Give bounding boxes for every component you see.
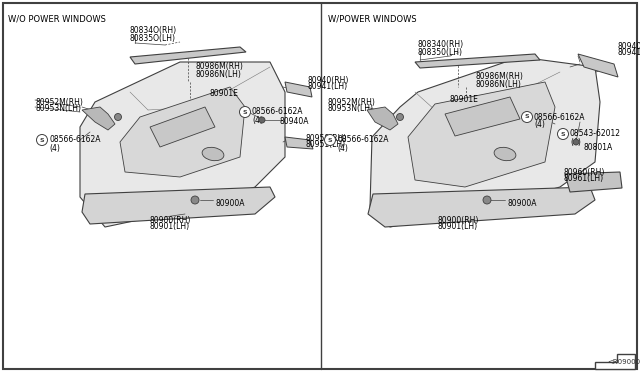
Text: 80952M(RH): 80952M(RH): [328, 97, 376, 106]
Circle shape: [397, 113, 403, 121]
Text: 80900A: 80900A: [507, 199, 536, 208]
Circle shape: [557, 128, 568, 140]
Text: <R09000<: <R09000<: [607, 359, 640, 365]
Polygon shape: [82, 107, 115, 130]
Polygon shape: [130, 47, 246, 64]
Polygon shape: [285, 82, 312, 97]
Polygon shape: [578, 54, 618, 77]
Circle shape: [239, 106, 250, 118]
Text: 80950(RH): 80950(RH): [305, 134, 346, 142]
Text: S: S: [561, 131, 565, 137]
Polygon shape: [80, 62, 285, 227]
Text: 80953N(LH): 80953N(LH): [35, 105, 81, 113]
Text: S: S: [525, 115, 529, 119]
Text: (4): (4): [534, 121, 545, 129]
Text: 80953N(LH): 80953N(LH): [328, 105, 374, 113]
Polygon shape: [445, 97, 520, 136]
Polygon shape: [285, 137, 313, 149]
Text: W/POWER WINDOWS: W/POWER WINDOWS: [328, 14, 417, 23]
Circle shape: [324, 135, 335, 145]
Text: 80900(RH): 80900(RH): [150, 215, 191, 224]
Text: 808340(RH): 808340(RH): [418, 41, 464, 49]
Text: 80834O(RH): 80834O(RH): [130, 26, 177, 35]
Text: 08543-62012: 08543-62012: [570, 129, 621, 138]
Text: 08566-6162A: 08566-6162A: [534, 112, 586, 122]
Text: 80986N(LH): 80986N(LH): [195, 70, 241, 78]
Text: 80900(RH): 80900(RH): [438, 215, 479, 224]
Text: S: S: [40, 138, 44, 142]
Text: W/O POWER WINDOWS: W/O POWER WINDOWS: [8, 14, 106, 23]
Text: (4): (4): [49, 144, 60, 153]
Text: 80901(LH): 80901(LH): [438, 222, 478, 231]
Polygon shape: [150, 107, 215, 147]
Text: 80801A: 80801A: [584, 144, 613, 153]
Polygon shape: [415, 54, 540, 68]
Polygon shape: [367, 107, 398, 130]
Text: 80900A: 80900A: [215, 199, 244, 208]
Ellipse shape: [202, 147, 224, 161]
Text: 08566-6162A: 08566-6162A: [49, 135, 100, 144]
Circle shape: [191, 196, 199, 204]
Text: 80951(LH): 80951(LH): [305, 141, 345, 150]
Text: S: S: [243, 109, 247, 115]
Text: 80986M(RH): 80986M(RH): [475, 73, 523, 81]
Polygon shape: [408, 82, 555, 187]
Circle shape: [115, 113, 122, 121]
Text: 80941(LH): 80941(LH): [617, 48, 640, 58]
Text: 80986N(LH): 80986N(LH): [475, 80, 521, 89]
Ellipse shape: [494, 147, 516, 161]
Circle shape: [522, 112, 532, 122]
Polygon shape: [595, 354, 635, 369]
Circle shape: [259, 117, 265, 123]
Text: 808350(LH): 808350(LH): [418, 48, 463, 57]
Text: 80901(LH): 80901(LH): [150, 222, 190, 231]
Text: 80940(RH): 80940(RH): [307, 76, 348, 84]
Text: 80940(RH): 80940(RH): [617, 42, 640, 51]
Text: 08566-6162A: 08566-6162A: [252, 108, 303, 116]
Circle shape: [573, 139, 579, 145]
Text: (4): (4): [337, 144, 348, 153]
Text: 80952M(RH): 80952M(RH): [35, 97, 83, 106]
Text: (4): (4): [252, 115, 263, 125]
Text: S: S: [328, 138, 332, 142]
Circle shape: [36, 135, 47, 145]
Text: 80986M(RH): 80986M(RH): [195, 62, 243, 71]
FancyBboxPatch shape: [3, 3, 637, 369]
Polygon shape: [370, 57, 600, 227]
Polygon shape: [368, 187, 595, 227]
Text: (4): (4): [570, 138, 581, 147]
Text: 80941(LH): 80941(LH): [307, 83, 347, 92]
Polygon shape: [120, 87, 245, 177]
Text: 80901E: 80901E: [450, 96, 479, 105]
Polygon shape: [82, 187, 275, 224]
Text: 80901E: 80901E: [210, 90, 239, 99]
Text: 80960(RH): 80960(RH): [563, 167, 604, 176]
Text: 08566-6162A: 08566-6162A: [337, 135, 388, 144]
Text: 80835O(LH): 80835O(LH): [130, 33, 176, 42]
Text: 80940A: 80940A: [280, 118, 310, 126]
Polygon shape: [565, 172, 622, 192]
Text: 80961(LH): 80961(LH): [563, 174, 603, 183]
Circle shape: [483, 196, 491, 204]
